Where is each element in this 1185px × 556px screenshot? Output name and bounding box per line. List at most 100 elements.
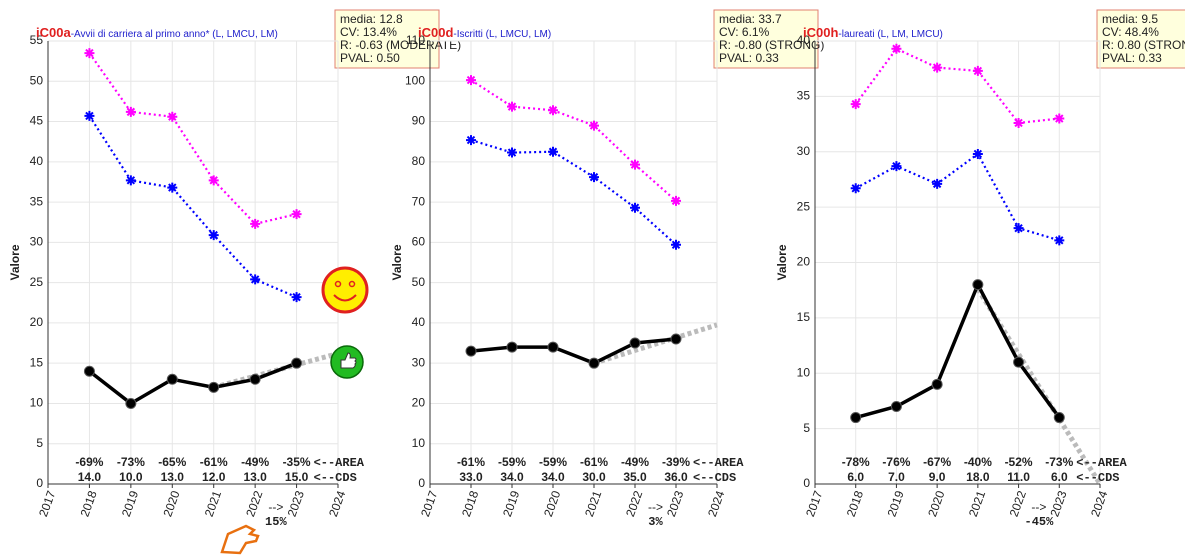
cds-label: 13.0 — [161, 470, 185, 484]
stats-box: media: 9.5CV: 48.4%R: 0.80 (STRONG)PVAL:… — [1096, 9, 1185, 69]
cds-label: 12.0 — [202, 470, 226, 484]
cds-label: 6.0 — [847, 470, 864, 484]
y-tick-label: 5 — [803, 421, 810, 435]
point — [1013, 117, 1024, 128]
series-line — [88, 115, 298, 299]
x-tick-label: 2022 — [1007, 488, 1029, 518]
growth-arrow: --> — [268, 500, 283, 514]
x-tick-label: 2020 — [160, 488, 182, 518]
stats-background — [334, 9, 440, 69]
point — [466, 135, 476, 146]
title-code: iC00a — [36, 25, 71, 40]
cds-label: 34.0 — [541, 470, 565, 484]
y-tick-label: 15 — [797, 310, 811, 324]
area-label: -61% — [457, 455, 485, 469]
cds-label: 9.0 — [929, 470, 946, 484]
area-label: -69% — [75, 455, 103, 469]
area-label: -61% — [200, 455, 228, 469]
y-tick-label: 30 — [30, 235, 44, 249]
cds-label: 30.0 — [582, 470, 606, 484]
y-tick-label: 110 — [406, 33, 425, 47]
point — [291, 292, 302, 303]
area-label: -73% — [1045, 455, 1073, 469]
point — [630, 159, 640, 170]
x-tick-label: 2019 — [500, 488, 522, 518]
point — [466, 75, 476, 86]
y-axis-label: Valore — [8, 244, 22, 280]
point — [249, 373, 261, 385]
y-tick-label: 30 — [797, 144, 811, 158]
y-tick-label: 20 — [797, 255, 811, 269]
point — [589, 120, 599, 131]
cds-tag: <--CDS — [1076, 471, 1119, 485]
growth-label: 3% — [648, 515, 663, 529]
y-tick-label: 80 — [412, 154, 426, 168]
point — [208, 230, 219, 241]
point — [125, 106, 136, 117]
series-line — [470, 79, 677, 202]
y-tick-label: 35 — [797, 89, 811, 103]
point — [208, 175, 219, 186]
point — [972, 65, 983, 76]
x-tick-label: 2018 — [78, 488, 100, 518]
stats-line: PVAL: 0.33 — [719, 51, 779, 65]
x-tick-label: 2021 — [582, 488, 604, 518]
point — [891, 43, 902, 54]
y-tick-label: 50 — [30, 73, 44, 87]
cds-tag: <--CDS — [314, 471, 357, 485]
x-tick-label: 2019 — [119, 488, 141, 518]
stats-background — [713, 9, 819, 69]
x-tick-label: 2024 — [705, 488, 727, 518]
area-label: -65% — [158, 455, 186, 469]
point — [891, 161, 902, 172]
x-tick-label: 2021 — [202, 488, 224, 518]
growth-arrow: --> — [1031, 500, 1046, 514]
growth-arrow: --> — [648, 500, 663, 514]
smiley-icon — [321, 266, 369, 314]
y-tick-label: 20 — [412, 396, 426, 410]
y-tick-label: 50 — [412, 275, 426, 289]
growth-label: -45% — [1025, 515, 1055, 529]
point — [507, 101, 517, 112]
y-axis-label: Valore — [390, 244, 404, 280]
area-tag: <--AREA — [314, 456, 365, 470]
stats-line: media: 12.8 — [340, 12, 403, 26]
y-tick-label: 0 — [803, 476, 810, 490]
stats-line: media: 33.7 — [719, 12, 782, 26]
y-tick-label: 10 — [412, 436, 426, 450]
series-line — [854, 47, 1060, 125]
series-line — [470, 139, 677, 246]
point — [125, 397, 137, 409]
chart-panel: media: 12.8CV: 13.4%R: -0.63 (MODERATE)P… — [8, 9, 461, 529]
y-tick-label: 40 — [412, 315, 426, 329]
series-line — [855, 280, 1061, 420]
stats-line: PVAL: 0.33 — [1102, 51, 1162, 65]
y-tick-label: 5 — [36, 436, 43, 450]
x-tick-label: 2018 — [459, 488, 481, 518]
cds-label: 6.0 — [1051, 470, 1068, 484]
point — [250, 218, 261, 229]
point — [1053, 412, 1065, 424]
point — [850, 183, 861, 194]
cds-label: 33.0 — [459, 470, 483, 484]
point — [932, 178, 943, 189]
series-line — [88, 361, 298, 406]
point — [588, 357, 600, 369]
trend-line — [593, 322, 718, 366]
point — [548, 146, 558, 157]
cds-label: 10.0 — [119, 470, 143, 484]
point — [507, 147, 517, 158]
stats-line: R: 0.80 (STRONG) — [1102, 38, 1185, 52]
point — [291, 357, 303, 369]
y-tick-label: 20 — [30, 315, 44, 329]
point — [671, 195, 681, 206]
y-tick-label: 45 — [30, 114, 44, 128]
chart-title: iC00a-Avvii di carriera al primo anno* (… — [36, 25, 278, 40]
stats-line: CV: 48.4% — [1102, 25, 1159, 39]
x-tick-label: 2017 — [803, 488, 825, 518]
point — [1013, 356, 1025, 368]
point — [890, 400, 902, 412]
point — [83, 365, 95, 377]
